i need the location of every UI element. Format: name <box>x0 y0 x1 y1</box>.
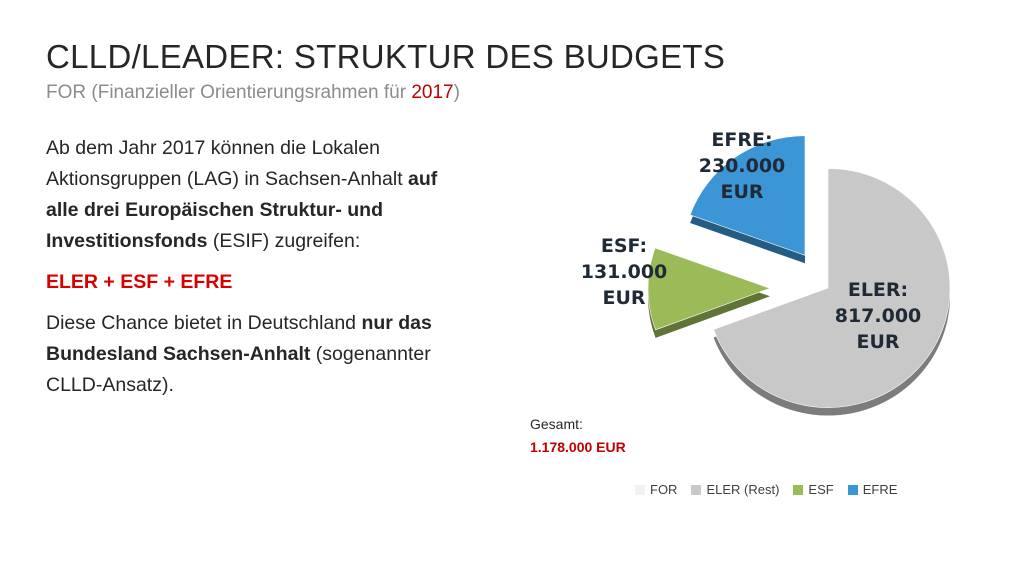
legend-swatch-eler-rest <box>691 484 702 495</box>
subtitle-year: 2017 <box>411 82 454 103</box>
p1-text-bold: auf alle drei Europäischen Struktur- und… <box>46 168 438 252</box>
data-label-eler-rest-line-2: 817.000 <box>835 305 922 327</box>
data-label-efre: EFRE: 230.000 EUR <box>699 129 786 203</box>
total-value: 1.178.000 EUR <box>530 439 626 455</box>
body-text: Ab dem Jahr 2017 können die Lokalen Akti… <box>46 133 446 401</box>
data-label-efre-line-3: EUR <box>720 181 763 203</box>
paragraph-esif: Ab dem Jahr 2017 können die Lokalen Akti… <box>46 133 446 257</box>
legend-label-eler-rest: ELER (Rest) <box>706 482 780 497</box>
total-label: Gesamt: <box>530 416 583 432</box>
legend-swatch-efre <box>847 484 858 495</box>
data-label-efre-line-2: 230.000 <box>699 155 786 177</box>
pie-slice-esf <box>647 247 771 338</box>
p1-text-a: Ab dem Jahr 2017 können die Lokalen Akti… <box>46 137 409 190</box>
pie-slice-efre <box>689 135 806 264</box>
data-label-esf: ESF: 131.000 EUR <box>581 235 668 309</box>
data-label-esf-line-3: EUR <box>602 287 645 309</box>
data-label-efre-line-1: EFRE: <box>711 129 772 151</box>
legend-item-eler-rest: ELER (Rest) <box>691 482 779 497</box>
legend-item-efre: EFRE <box>847 482 898 497</box>
data-label-eler-rest-line-3: EUR <box>856 331 899 353</box>
legend-label-esf: ESF <box>808 482 834 497</box>
data-label-esf-line-2: 131.000 <box>581 261 668 283</box>
slide-title: CLLD/LEADER: STRUKTUR DES BUDGETS <box>46 38 726 75</box>
p1-text-c: (ESIF) zugreifen: <box>207 230 361 252</box>
subtitle-prefix: FOR (Finanzieller Orientierungsrahmen fü… <box>46 82 412 103</box>
pie-slice-efre-top <box>689 135 806 256</box>
legend-label-for: FOR <box>650 482 678 497</box>
p3-text-bold: nur das Bundesland Sachsen-Anhalt <box>46 312 432 365</box>
legend-item-for: FOR <box>635 482 677 497</box>
legend-swatch-for <box>635 484 645 495</box>
data-label-esf-line-1: ESF: <box>601 235 647 257</box>
paragraph-clld: Diese Chance bietet in Deutschland nur d… <box>46 308 446 401</box>
slide-subtitle: FOR (Finanzieller Orientierungsrahmen fü… <box>46 82 460 104</box>
subtitle-suffix: ) <box>453 82 460 103</box>
p3-text-a: Diese Chance bietet in Deutschland <box>46 312 362 334</box>
chart-legend: FOR ELER (Rest) ESF EFRE <box>635 482 897 497</box>
pie-slice-eler-rest <box>713 168 951 416</box>
p3-text-c: (sogenannter CLLD-Ansatz). <box>46 343 431 396</box>
legend-item-esf: ESF <box>793 482 834 497</box>
budget-pie-chart: ELER: 817.000 EUR ESF: 131.000 EUR EFRE: 230.00… <box>581 129 951 416</box>
data-label-eler-rest: ELER: 817.000 EUR <box>835 279 922 353</box>
total-box: Gesamt: 1.178.000 EUR <box>530 413 626 459</box>
pie-slice-esf-top <box>647 247 771 331</box>
funds-combination: ELER + ESF + EFRE <box>46 271 233 293</box>
legend-label-efre: EFRE <box>862 482 898 497</box>
pie-slice-eler-rest-top <box>713 168 951 408</box>
data-label-eler-rest-line-1: ELER: <box>848 279 908 301</box>
legend-swatch-esf <box>793 484 804 495</box>
